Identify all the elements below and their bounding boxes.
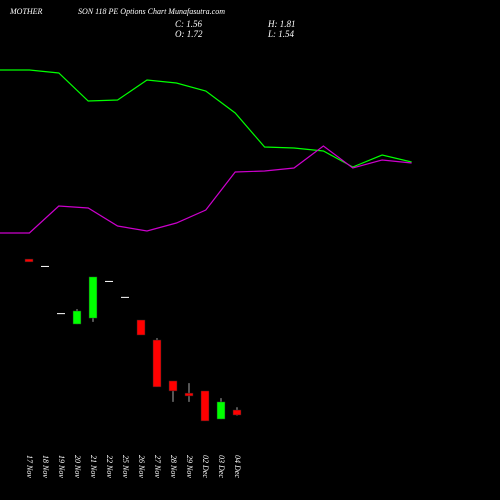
header-high: H: 1.81: [267, 19, 296, 29]
x-tick-label: 04 Dec: [233, 455, 242, 478]
x-tick-label: 22 Nov: [105, 455, 114, 478]
candle-body: [232, 409, 242, 416]
candle-body: [136, 319, 146, 336]
x-tick-label: 20 Nov: [73, 455, 82, 478]
x-tick-label: 29 Nov: [185, 455, 194, 478]
candle-body: [72, 310, 82, 325]
x-tick-label: 02 Dec: [201, 455, 210, 478]
x-tick-label: 18 Nov: [41, 455, 50, 478]
header-name: SON 118 PE Options Chart Munafasutra.com: [78, 7, 225, 16]
x-tick-label: 19 Nov: [57, 455, 66, 478]
candle-body: [57, 313, 65, 315]
x-tick-label: 25 Nov: [121, 455, 130, 478]
candle-body: [216, 401, 226, 420]
candle-body: [152, 339, 162, 388]
candle-body: [24, 258, 34, 263]
x-tick-label: 17 Nov: [25, 455, 34, 478]
x-tick-label: 28 Nov: [169, 455, 178, 478]
x-tick-label: 26 Nov: [137, 455, 146, 478]
candle-body: [88, 276, 98, 319]
x-tick-label: 03 Dec: [217, 455, 226, 478]
header-low: L: 1.54: [267, 29, 295, 39]
x-tick-label: 21 Nov: [89, 455, 98, 478]
indicator-line: [0, 145, 412, 234]
candle-body: [105, 280, 113, 282]
header-left: MOTHER: [9, 7, 43, 16]
header-close: C: 1.56: [175, 19, 203, 29]
candle-body: [168, 380, 178, 392]
candle-body: [41, 265, 49, 267]
candle-body: [184, 392, 194, 397]
indicator-line: [0, 69, 412, 168]
candle-body: [200, 390, 210, 422]
x-tick-label: 27 Nov: [153, 455, 162, 478]
candle-body: [121, 296, 129, 298]
header-open: O: 1.72: [175, 29, 203, 39]
